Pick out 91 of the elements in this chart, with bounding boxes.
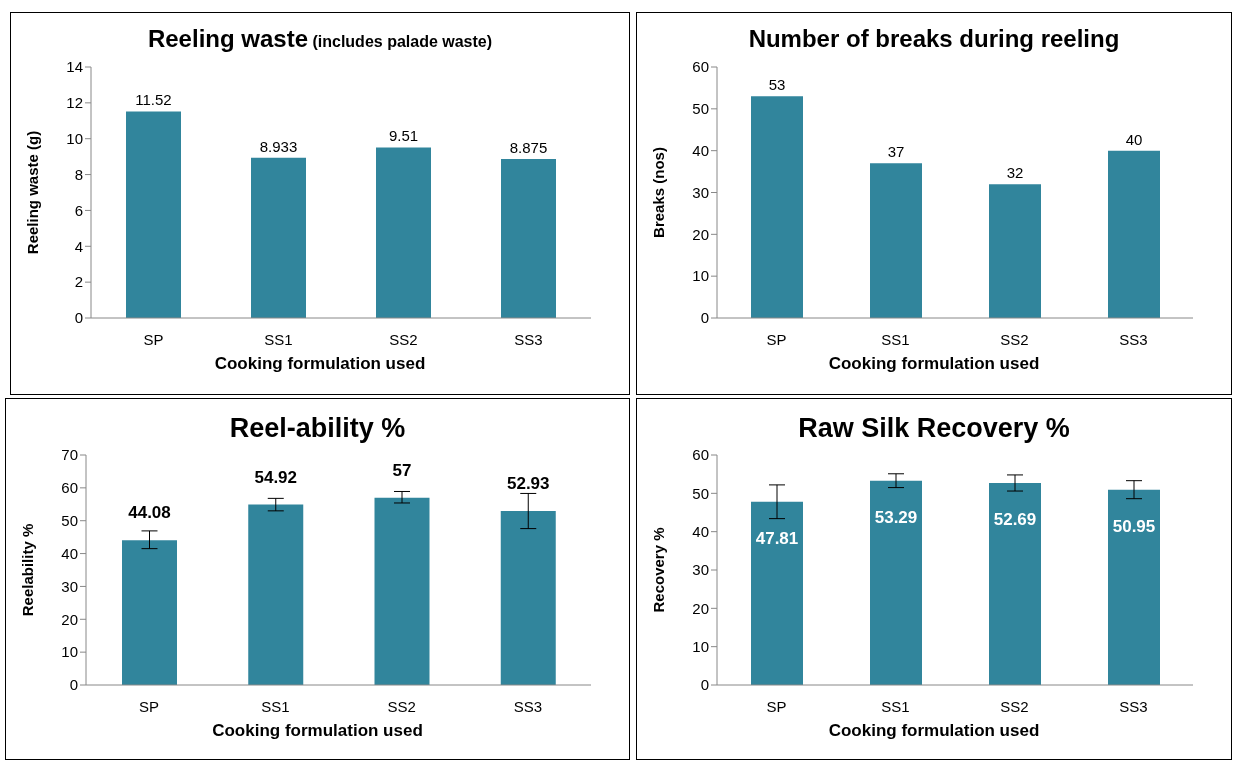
x-tick-label: SS1: [264, 330, 293, 348]
bar: [248, 504, 304, 685]
x-tick-label: SP: [766, 697, 787, 715]
data-label: 37: [887, 143, 905, 161]
x-axis-title: Cooking formulation used: [211, 721, 424, 741]
bar: [989, 483, 1041, 685]
x-tick-label: SS2: [389, 330, 418, 348]
y-tick-label: 12: [66, 94, 83, 112]
y-tick-label: 20: [692, 225, 709, 243]
y-tick-label: 70: [61, 446, 78, 464]
y-tick-label: 10: [692, 267, 709, 285]
chart-title: Reel-ability %: [229, 413, 406, 443]
y-tick-label: 50: [61, 512, 78, 530]
y-tick-label: 8: [74, 165, 83, 183]
y-tick-label: 30: [692, 561, 709, 579]
y-tick-label: 0: [74, 309, 83, 327]
y-tick-label: 10: [61, 643, 78, 661]
x-tick-label: SS1: [261, 697, 290, 715]
y-tick-label: 10: [66, 130, 83, 148]
x-axis-title: Cooking formulation used: [827, 354, 1041, 374]
data-label: 57: [392, 460, 412, 480]
data-label: 44.08: [128, 503, 171, 523]
chart-title: Reeling waste: [147, 25, 308, 52]
y-tick-label: 40: [692, 141, 709, 159]
bar: [122, 540, 177, 685]
y-tick-label: 40: [692, 522, 709, 540]
x-tick-label: SS2: [1000, 697, 1029, 715]
y-tick-label: 20: [61, 610, 78, 628]
y-tick-label: 30: [692, 183, 709, 201]
chart-title: Raw Silk Recovery %: [798, 413, 1070, 443]
y-tick-label: 0: [69, 676, 78, 694]
data-label: 9.51: [388, 127, 419, 145]
bar: [126, 111, 181, 318]
x-tick-label: SP: [143, 330, 164, 348]
bar: [751, 501, 803, 685]
y-tick-label: 0: [700, 309, 709, 327]
x-tick-label: SP: [766, 330, 787, 348]
data-label: 54.92: [254, 467, 298, 487]
x-axis-title: Cooking formulation used: [213, 354, 427, 374]
bar: [376, 147, 431, 318]
y-tick-label: 20: [692, 599, 709, 617]
bar: [751, 96, 803, 318]
data-label: 11.52: [135, 91, 172, 109]
data-label: 52.69: [993, 510, 1037, 530]
bar: [251, 157, 306, 318]
x-tick-label: SS3: [1119, 697, 1148, 715]
x-tick-label: SS3: [514, 330, 543, 348]
y-tick-label: 2: [74, 273, 83, 291]
data-label: 40: [1125, 130, 1143, 148]
data-label: 53: [768, 76, 786, 94]
bar: [870, 480, 922, 685]
y-tick-label: 10: [692, 637, 709, 655]
x-tick-label: SS1: [881, 330, 910, 348]
y-axis-title: Breaks (nos): [650, 147, 668, 238]
y-tick-label: 14: [66, 58, 83, 76]
data-label: 32: [1006, 164, 1024, 182]
bar: [500, 511, 556, 685]
bar: [870, 163, 922, 318]
chart-title: Number of breaks during reeling: [748, 25, 1120, 52]
x-tick-label: SS3: [513, 697, 543, 715]
y-tick-label: 50: [692, 100, 709, 118]
data-label: 50.95: [1112, 516, 1156, 536]
data-label: 52.93: [506, 474, 550, 494]
y-tick-label: 6: [74, 201, 83, 219]
y-tick-label: 60: [692, 58, 709, 76]
x-tick-label: SS2: [1000, 330, 1029, 348]
x-tick-label: SS3: [1119, 330, 1148, 348]
chart-subtitle: (includes palade waste): [312, 33, 493, 50]
bar: [501, 158, 556, 318]
data-label: 8.875: [509, 138, 548, 156]
data-label: 53.29: [874, 507, 918, 527]
bar: [374, 497, 430, 685]
y-axis-title: Reelability %: [19, 523, 37, 617]
x-tick-label: SP: [139, 697, 160, 715]
data-label: 47.81: [755, 528, 799, 548]
y-tick-label: 60: [61, 479, 78, 497]
x-tick-label: SS2: [387, 697, 416, 715]
y-tick-label: 0: [700, 676, 709, 694]
y-tick-label: 60: [692, 446, 709, 464]
y-tick-label: 50: [692, 484, 709, 502]
bar: [989, 184, 1041, 318]
data-label: 8.933: [259, 137, 298, 155]
y-tick-label: 4: [74, 237, 83, 255]
y-axis-title: Reeling waste (g): [24, 130, 42, 255]
y-axis-title: Recovery %: [650, 527, 668, 613]
x-axis-title: Cooking formulation used: [827, 721, 1041, 741]
x-tick-label: SS1: [881, 697, 910, 715]
y-tick-label: 30: [61, 577, 78, 595]
y-tick-label: 40: [61, 544, 78, 562]
bar: [1108, 150, 1160, 318]
bar: [1108, 489, 1160, 685]
